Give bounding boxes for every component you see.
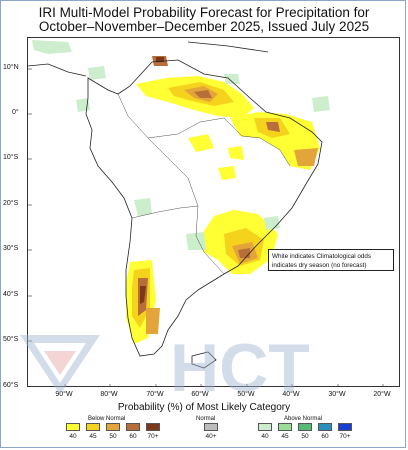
legend-label-above-45: 45 bbox=[281, 433, 289, 440]
lat-label-40s: 40°S bbox=[3, 291, 19, 298]
legend-swatch-above-70 bbox=[338, 423, 352, 431]
note-line2: indicates dry season (no forecast) bbox=[272, 262, 367, 269]
legend-label-below-45: 45 bbox=[89, 433, 97, 440]
legend-label-below-60: 60 bbox=[129, 433, 137, 440]
watermark-mark bbox=[20, 335, 100, 395]
legend-swatch-below-70 bbox=[146, 423, 160, 431]
legend-label-above-50: 50 bbox=[301, 433, 309, 440]
watermark-logo: HCT bbox=[20, 330, 310, 403]
lat-label-10n: 10°N bbox=[3, 64, 19, 71]
below-normal-shading bbox=[126, 56, 320, 344]
legend-swatch-normal-40 bbox=[204, 423, 218, 431]
lat-label-60s: 60°S bbox=[3, 382, 19, 389]
lat-label-0: 0° bbox=[12, 109, 19, 116]
graticule-ticks bbox=[28, 68, 384, 386]
map-title-line2: October–November–December 2025, Issued J… bbox=[38, 19, 370, 34]
lat-label-30s: 30°S bbox=[3, 245, 19, 252]
legend-swatch-below-50 bbox=[106, 423, 120, 431]
forecast-map bbox=[27, 37, 400, 387]
watermark-text: HCT bbox=[170, 330, 310, 403]
legend-swatch-above-40 bbox=[258, 423, 272, 431]
lon-label-80w: 80°W bbox=[100, 391, 118, 398]
lon-label-30w: 30°W bbox=[328, 391, 346, 398]
legend-label-below-70: 70+ bbox=[147, 433, 159, 440]
legend-swatch-above-45 bbox=[278, 423, 292, 431]
legend-label-above-70: 70+ bbox=[339, 433, 351, 440]
legend-swatch-below-60 bbox=[126, 423, 140, 431]
lat-label-50s: 50°S bbox=[3, 336, 19, 343]
legend-above-label: Above Normal bbox=[284, 416, 323, 422]
lon-label-90w: 90°W bbox=[55, 391, 73, 398]
lon-label-20w: 20°W bbox=[373, 391, 391, 398]
map-title-line1: IRI Multi-Model Probability Forecast for… bbox=[38, 5, 370, 20]
legend-below-label: Below Normal bbox=[88, 416, 126, 422]
legend-swatch-above-50 bbox=[298, 423, 312, 431]
climatology-note: White indicates Climatological odds indi… bbox=[268, 249, 394, 271]
legend-swatch-above-60 bbox=[318, 423, 332, 431]
legend-title: Probability (%) of Most Likely Category bbox=[117, 402, 291, 413]
legend-label-above-60: 60 bbox=[321, 433, 329, 440]
lon-label-40w: 40°W bbox=[282, 391, 300, 398]
note-line1: White indicates Climatological odds bbox=[272, 253, 372, 260]
lon-label-70w: 70°W bbox=[146, 391, 164, 398]
legend-swatch-below-45 bbox=[86, 423, 100, 431]
coastline bbox=[28, 41, 323, 369]
legend-label-normal-40: 40+ bbox=[205, 433, 217, 440]
lon-label-50w: 50°W bbox=[237, 391, 255, 398]
legend-normal-label: Normal bbox=[196, 416, 216, 422]
legend-label-above-40: 40 bbox=[261, 433, 269, 440]
legend-label-below-40: 40 bbox=[69, 433, 77, 440]
country-borders bbox=[117, 93, 291, 275]
legend-swatch-below-40 bbox=[66, 423, 80, 431]
lon-label-60w: 60°W bbox=[191, 391, 209, 398]
map-canvas bbox=[28, 40, 384, 386]
legend-label-below-50: 50 bbox=[109, 433, 117, 440]
lat-label-20s: 20°S bbox=[3, 200, 19, 207]
lat-label-10s: 10°S bbox=[3, 154, 19, 161]
